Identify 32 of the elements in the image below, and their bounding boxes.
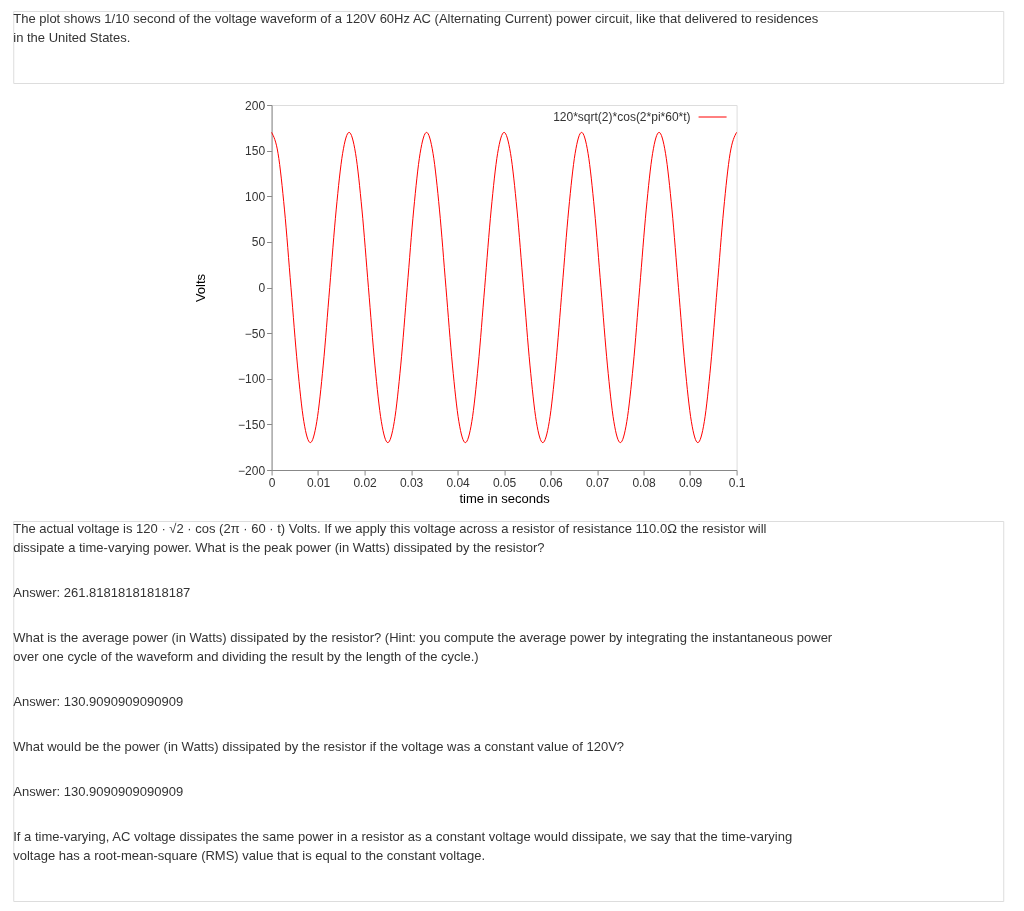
text: What is the average power (in Watts) dissipated by the resistor? (Hint: you compute the average power by integrating the instantaneous power over one cycle of the waveform and dividing the result by the length of the cycle.) xyxy=(13,630,833,664)
chart-title: The plot shows 1/10 second of the voltage waveform of a 120V 60Hz AC (Alternating Current) power circuit, like that delivered to residences in the United States. xyxy=(13,11,819,45)
text: The actual voltage is 120 · √2 · cos (2π · 60 · t) Volts. If we apply this voltage across a resistor of resistance 110.0Ω the resistor will dissipate a time-varying power. What is the peak power (in Watts) dissipated by the resistor? xyxy=(13,521,767,555)
y-tick-label: 200 xyxy=(245,98,266,113)
y-tick-label: 100 xyxy=(245,189,266,204)
text: Answer: 130.9090909090909 xyxy=(13,784,184,799)
x-tick-label: 0.01 xyxy=(306,475,331,490)
x-tick-label: 0.02 xyxy=(353,475,378,490)
x-tick-label: 0 xyxy=(268,475,276,490)
y-tick-label: 50 xyxy=(251,235,266,250)
x-tick-label: 0.07 xyxy=(585,475,610,490)
y-tick-label: −200 xyxy=(238,463,266,478)
x-tick-label: 0.05 xyxy=(492,475,517,490)
x-tick-label: 0.08 xyxy=(632,475,657,490)
y-tick-label: −50 xyxy=(244,326,266,341)
x-tick-label: 0.1 xyxy=(728,475,746,490)
x-tick-label: 0.09 xyxy=(678,475,703,490)
text: If a time-varying, AC voltage dissipates the same power in a resistor as a constant voltage would dissipate, we say that the time-varying voltage has a root-mean-square (RMS) value that is equal to the constant voltage. xyxy=(13,829,793,863)
x-axis-title: time in seconds xyxy=(459,490,551,506)
text: Answer: 130.9090909090909 xyxy=(13,694,184,709)
x-tick-label: 0.06 xyxy=(539,475,564,490)
line-series xyxy=(271,131,738,444)
text: What would be the power (in Watts) dissipated by the resistor if the voltage was a constant value of 120V? xyxy=(13,739,625,754)
y-axis-title: Volts xyxy=(193,273,209,303)
y-tick-label: 150 xyxy=(245,144,266,159)
y-tick-label: 0 xyxy=(258,281,266,295)
y-tick-label: −150 xyxy=(238,417,266,432)
x-tick-label: 0.04 xyxy=(446,475,471,490)
text: Answer: 261.81818181818187 xyxy=(13,585,191,600)
x-tick-label: 0.03 xyxy=(399,475,424,490)
y-tick-label: −100 xyxy=(238,372,266,387)
legend-label: 120*sqrt(2)*cos(2*pi*60*t) xyxy=(553,110,691,124)
